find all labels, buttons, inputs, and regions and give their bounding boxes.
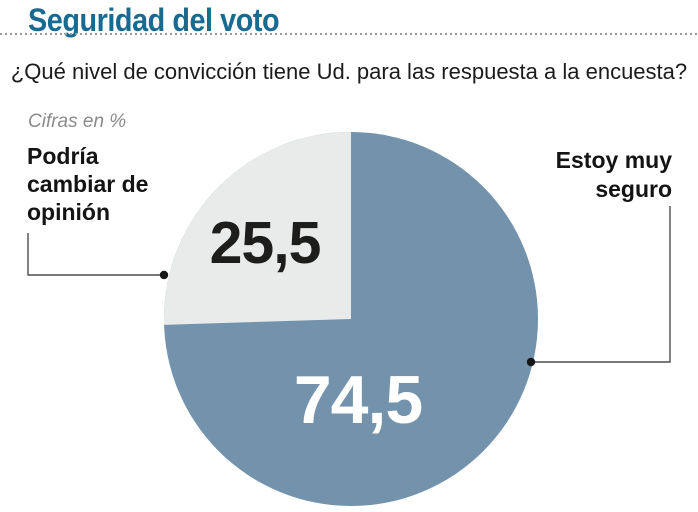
leader-line-left bbox=[27, 233, 164, 276]
slice-value-estoy-seguro: 74,5 bbox=[294, 362, 422, 438]
dotted-divider bbox=[0, 33, 698, 35]
page-title-text: Seguridad del voto bbox=[28, 2, 280, 38]
leader-dot-right bbox=[526, 357, 536, 367]
leader-line-right bbox=[531, 206, 671, 363]
callout-label-podria-cambiar: Podría cambiar de opinión bbox=[27, 143, 149, 225]
page-title: Seguridad del voto bbox=[28, 2, 307, 39]
callout-label-estoy-seguro: Estoy muy seguro bbox=[555, 147, 672, 202]
leader-dot-left bbox=[159, 270, 169, 280]
pie-slice-podria-cambiar bbox=[164, 132, 351, 325]
units-note: Cifras en % bbox=[28, 111, 127, 132]
slice-value-podria-cambiar: 25,5 bbox=[210, 210, 321, 276]
chart-question: ¿Qué nivel de convicción tiene Ud. para … bbox=[10, 59, 688, 84]
